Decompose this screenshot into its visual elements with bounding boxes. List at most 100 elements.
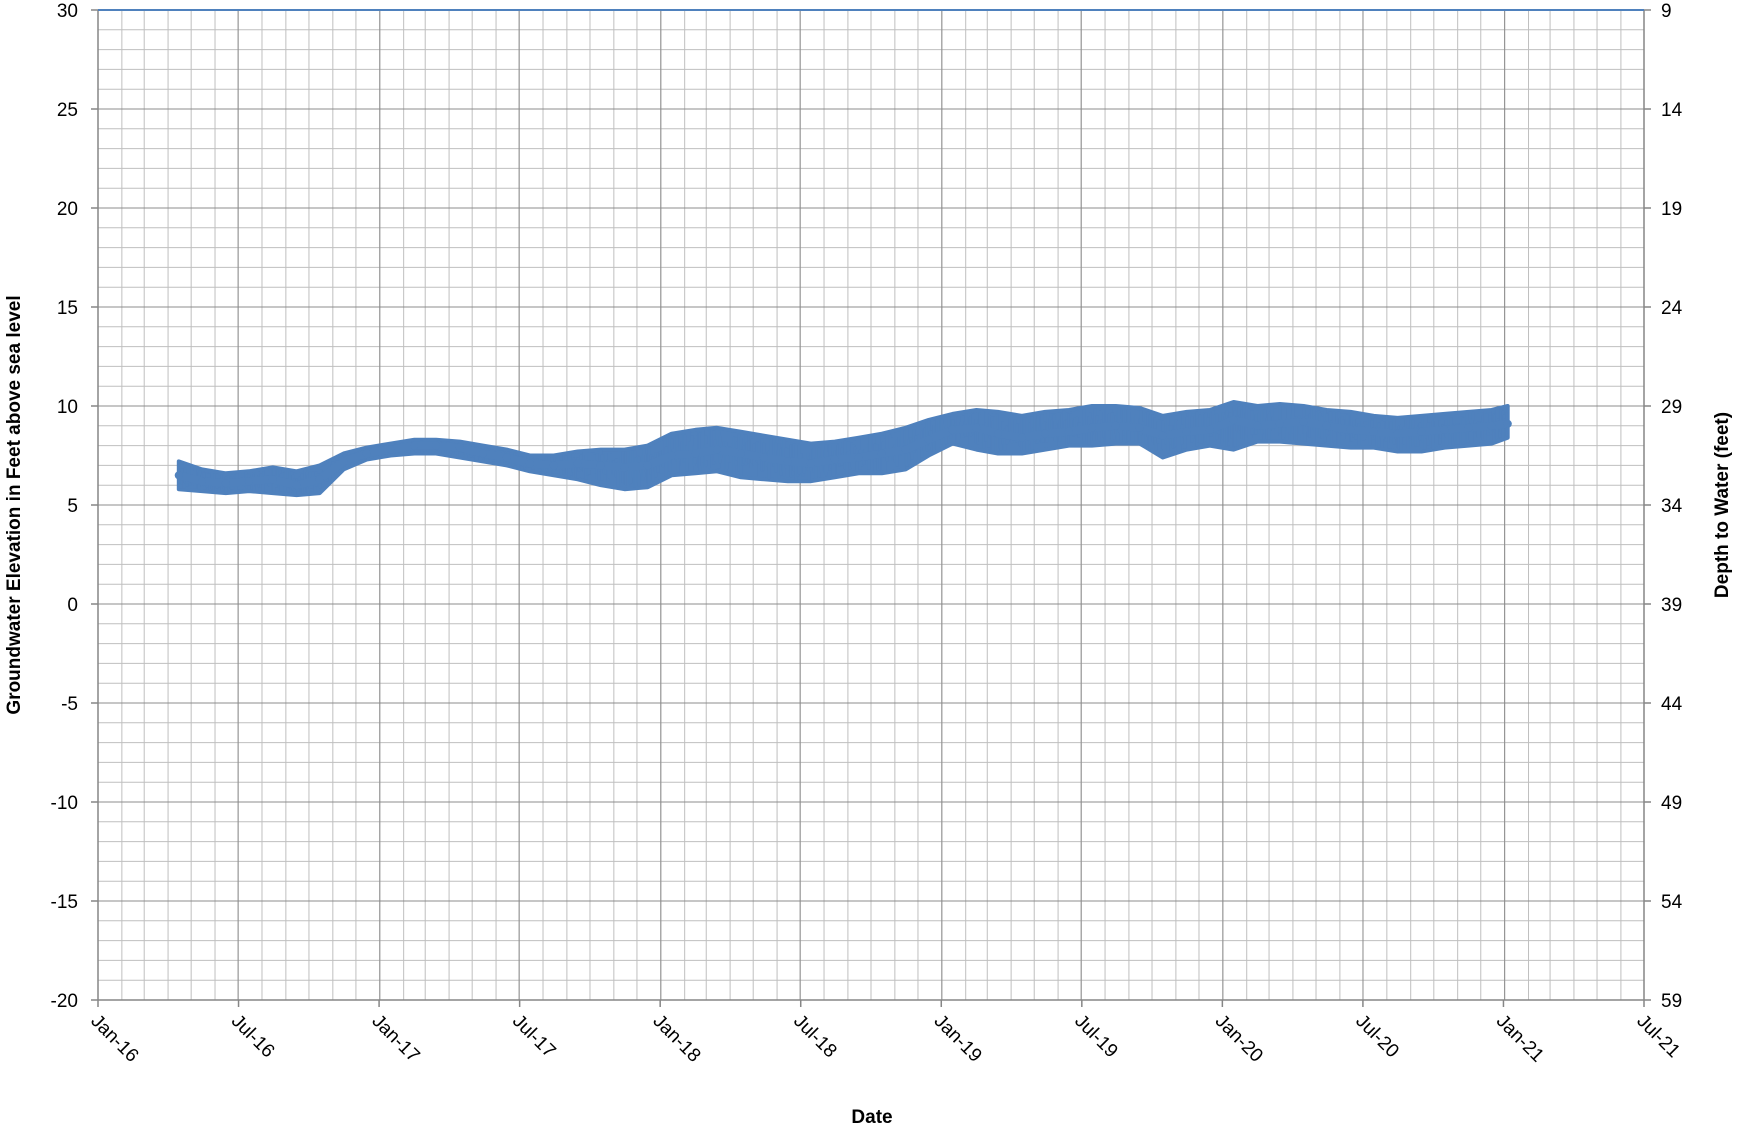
y-tick-label-left: 25 <box>57 100 78 121</box>
data-point <box>1440 425 1449 434</box>
data-point <box>901 445 910 454</box>
x-tick-label: Jul-18 <box>789 1011 840 1062</box>
data-point <box>736 449 745 458</box>
data-point <box>713 445 722 454</box>
y-tick-label-left: 20 <box>57 199 78 220</box>
y-tick-label-left: -5 <box>61 694 78 715</box>
data-point <box>830 455 839 464</box>
x-axis-ticks: Jan-16 Jul-16 Jan-17 Jul-17 Jan-18 Jul-18 Jan-… <box>86 1000 1684 1067</box>
data-point <box>854 453 863 462</box>
data-point <box>478 449 487 458</box>
data-point <box>1182 427 1191 436</box>
y-tick-label-left: 10 <box>57 397 78 418</box>
data-point <box>1417 427 1426 436</box>
y-tick-label-left: 5 <box>67 496 78 517</box>
data-point <box>386 445 395 454</box>
data-point <box>410 441 419 450</box>
data-point <box>806 459 815 468</box>
x-tick-label: Jul-21 <box>1632 1011 1683 1062</box>
data-point <box>174 471 183 480</box>
data-point <box>1229 415 1238 424</box>
data-point <box>1322 421 1331 430</box>
data-point <box>877 449 886 458</box>
data-point <box>1111 421 1120 430</box>
x-tick-label: Jan-17 <box>368 1011 424 1067</box>
y-tick-label-right: 14 <box>1661 100 1683 121</box>
y-axis-title-left: Groundwater Elevation in Feet above sea … <box>4 295 25 714</box>
data-point <box>1487 421 1496 430</box>
data-point <box>948 425 957 434</box>
data-point <box>292 481 301 490</box>
data-point <box>1275 419 1284 428</box>
y-tick-label-right: 39 <box>1661 595 1682 616</box>
y-tick-label-right: 59 <box>1661 991 1682 1012</box>
x-axis-title: Date <box>851 1107 892 1128</box>
data-point <box>431 441 440 450</box>
data-point <box>1369 427 1378 436</box>
data-point <box>691 449 700 458</box>
data-point <box>339 457 348 466</box>
data-point <box>455 443 464 452</box>
y-tick-label-right: 54 <box>1661 892 1683 913</box>
y-tick-label-right: 29 <box>1661 397 1682 418</box>
data-point <box>1299 417 1308 426</box>
data-point <box>994 429 1003 438</box>
data-point <box>1158 431 1167 440</box>
data-point <box>362 449 371 458</box>
data-point <box>1017 433 1026 442</box>
y-tick-label-right: 9 <box>1661 1 1672 22</box>
x-tick-label: Jan-21 <box>1492 1011 1548 1067</box>
data-point <box>1464 423 1473 432</box>
data-point <box>643 461 652 470</box>
y-tick-label-left: -20 <box>51 991 78 1012</box>
y-tick-label-left: 15 <box>57 298 78 319</box>
data-point <box>759 453 768 462</box>
y-tick-label-left: 30 <box>57 1 78 22</box>
data-point <box>1503 419 1512 428</box>
x-tick-label: Jan-20 <box>1211 1011 1267 1067</box>
x-tick-label: Jan-19 <box>930 1011 986 1067</box>
data-point <box>972 423 981 432</box>
x-tick-label: Jul-16 <box>227 1011 278 1062</box>
data-point <box>1041 429 1050 438</box>
x-tick-label: Jan-16 <box>86 1011 142 1067</box>
y-axis-title-right: Depth to Water (feet) <box>1712 412 1733 598</box>
data-point <box>667 451 676 460</box>
data-point <box>525 459 534 468</box>
data-point <box>1135 423 1144 432</box>
data-point <box>1064 427 1073 436</box>
data-point <box>268 475 277 484</box>
y-axis-left-ticks: 30 25 20 15 10 5 0 -5 -10 -15 -20 <box>51 1 98 1012</box>
data-point <box>315 475 324 484</box>
y-tick-label-right: 24 <box>1661 298 1683 319</box>
data-point <box>549 461 558 470</box>
data-point <box>1205 425 1214 434</box>
data-point <box>221 479 230 488</box>
y-tick-label-right: 34 <box>1661 496 1683 517</box>
x-tick-label: Jul-19 <box>1070 1011 1121 1062</box>
series-line <box>174 415 1512 490</box>
y-tick-label-right: 49 <box>1661 793 1682 814</box>
y-tick-label-left: -15 <box>51 892 78 913</box>
y-tick-label-left: -10 <box>51 793 78 814</box>
data-point <box>573 459 582 468</box>
y-tick-label-left: 0 <box>67 595 78 616</box>
y-axis-right-ticks: 9 14 19 24 29 34 39 44 49 54 59 <box>1644 1 1683 1012</box>
data-point <box>502 453 511 462</box>
data-point <box>1393 429 1402 438</box>
data-point <box>1253 421 1262 430</box>
data-point <box>620 463 629 472</box>
x-tick-label: Jul-17 <box>508 1011 559 1062</box>
data-point <box>596 461 605 470</box>
series-groundwater-elevation <box>174 400 1512 498</box>
data-point <box>924 435 933 444</box>
data-point <box>1346 425 1355 434</box>
data-point <box>783 457 792 466</box>
x-tick-label: Jul-20 <box>1351 1011 1402 1062</box>
y-tick-label-right: 19 <box>1661 199 1682 220</box>
data-point <box>197 477 206 486</box>
y-tick-label-right: 44 <box>1661 694 1683 715</box>
x-tick-label: Jan-18 <box>649 1011 705 1067</box>
data-point <box>1087 423 1096 432</box>
